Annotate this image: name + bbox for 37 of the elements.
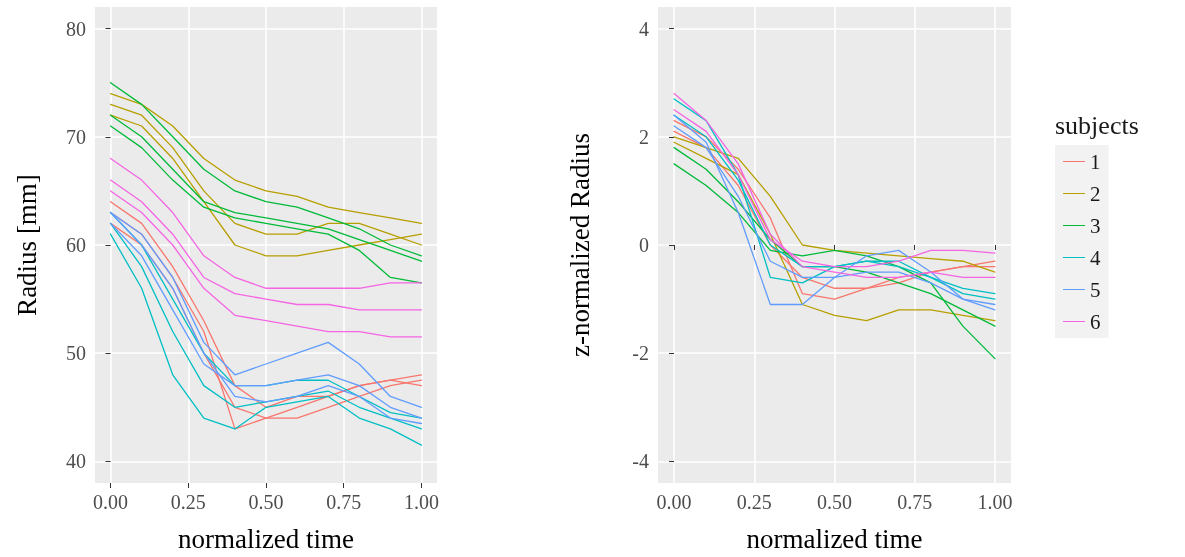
x-axis-title: normalized time [746,523,923,554]
legend-label: 6 [1090,309,1101,334]
x-tick-label: 0.00 [93,491,129,513]
y-tick-label: 40 [66,450,86,473]
y-tick-label: 4 [639,17,649,40]
x-tick-label: 0.00 [656,491,692,513]
line-series [109,157,423,289]
x-tick-label: 0.25 [170,491,206,513]
line-series [109,82,423,257]
legend-label: 2 [1090,181,1101,206]
line-series [109,125,423,284]
legend-label: 1 [1090,149,1101,174]
y-tick-label: -2 [632,342,649,365]
x-tick-label: 0.50 [248,491,284,513]
legend-title: subjects [1055,110,1139,140]
y-tick-label: 50 [66,342,86,365]
legend-label: 3 [1090,213,1101,238]
y-axis-title: Radius [mm] [11,174,42,316]
y-tick-label: 80 [66,17,86,40]
line-series [109,190,423,338]
x-tick-label: 1.00 [977,491,1013,513]
legend-label: 5 [1090,277,1101,302]
x-tick-label: 0.75 [326,491,362,513]
legend-label: 4 [1090,245,1101,270]
x-axis-title: normalized time [177,523,355,554]
y-tick-label: 2 [639,125,649,148]
x-tick-label: 0.75 [897,491,933,513]
x-tick-label: 0.25 [736,491,772,513]
y-tick-label: 0 [639,234,649,256]
x-tick-label: 0.50 [817,491,852,513]
x-tick-label: 1.00 [403,491,439,513]
y-tick-label: 70 [66,125,86,148]
y-tick-label: -4 [632,450,649,473]
line-series [109,179,423,311]
y-tick-label: 60 [66,234,86,256]
y-axis-title: z-normalized Radius [564,132,595,358]
line-series [109,92,423,225]
